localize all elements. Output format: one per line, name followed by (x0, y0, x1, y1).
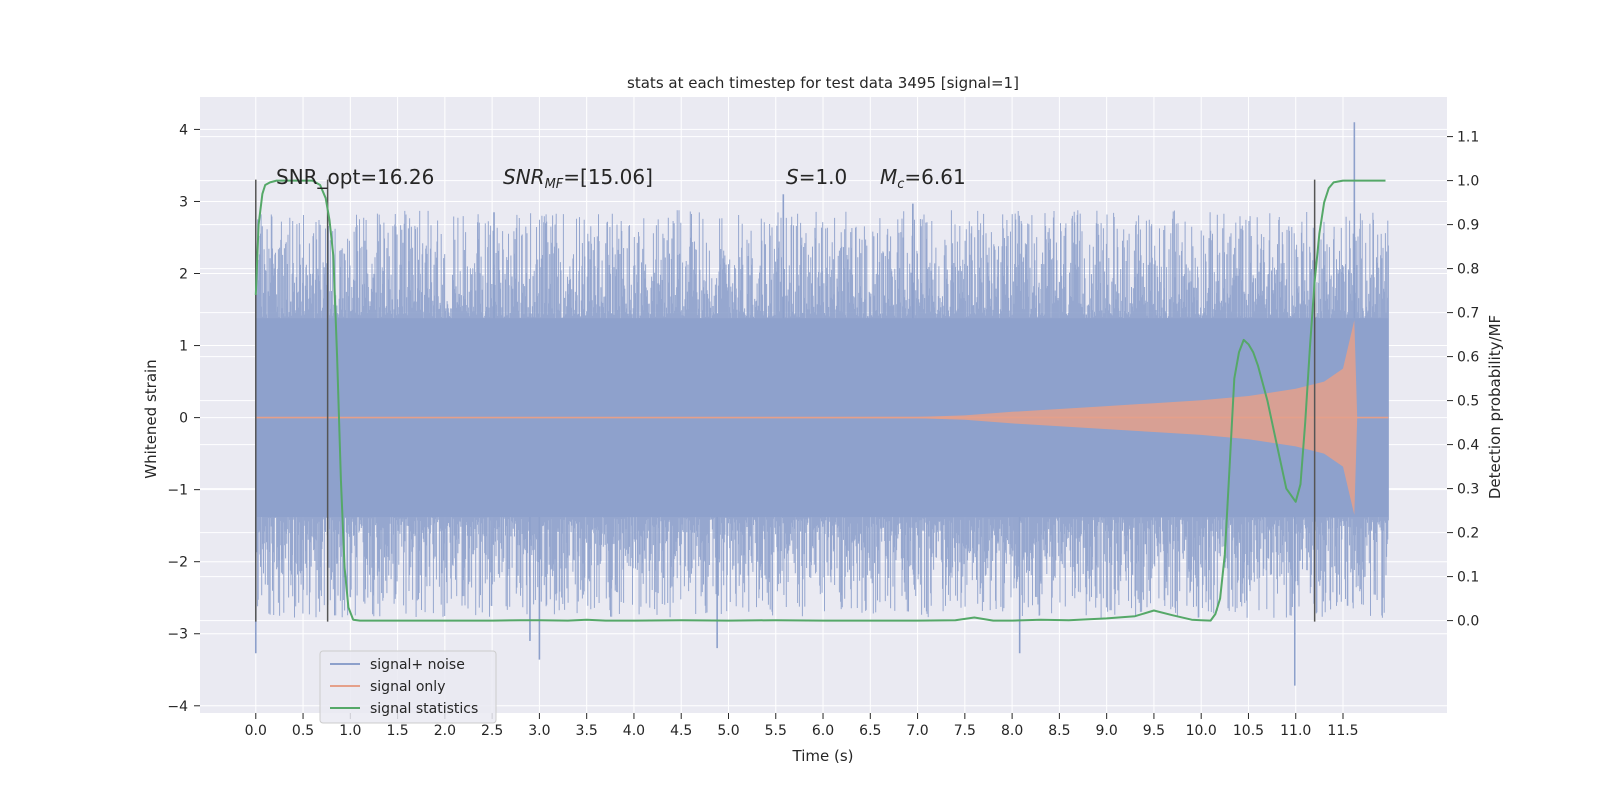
x-tick-label-23: 11.5 (1327, 723, 1358, 739)
signal-only-series (255, 320, 1389, 515)
yl-tick-label-5: 1 (179, 339, 188, 355)
yl-tick-label-3: −1 (167, 483, 188, 499)
annotation-snr-mf-symbol: SNR (503, 165, 545, 189)
x-axis-label: Time (s) (792, 747, 854, 765)
yr-tick-label-5: 0.5 (1457, 394, 1479, 410)
x-tick-label-7: 3.5 (576, 723, 598, 739)
yr-tick-label-3: 0.3 (1457, 482, 1479, 498)
x-tick-label-12: 6.0 (812, 723, 834, 739)
yl-tick-label-8: 4 (179, 122, 188, 138)
x-tick-label-15: 7.5 (954, 723, 976, 739)
annotation-mc: Mc=6.61 (880, 165, 966, 192)
x-tick-label-14: 7.0 (906, 723, 928, 739)
yr-tick-label-1: 0.1 (1457, 570, 1479, 586)
annotation-s: S=1.0 (786, 165, 847, 189)
x-tick-label-2: 1.0 (339, 723, 361, 739)
x-tick-label-19: 9.5 (1143, 723, 1165, 739)
annotation-snr-opt: SNR_opt=16.26 (276, 165, 434, 189)
annotation-snr-mf-value: =[15.06] (563, 165, 653, 189)
x-tick-label-20: 10.0 (1186, 723, 1217, 739)
x-tick-label-8: 4.0 (623, 723, 645, 739)
x-tick-label-22: 11.0 (1280, 723, 1311, 739)
yr-tick-label-6: 0.6 (1457, 350, 1479, 366)
yr-tick-label-7: 0.7 (1457, 306, 1479, 322)
annotation-s-value: =1.0 (799, 165, 848, 189)
x-tick-label-0: 0.0 (245, 723, 267, 739)
annotation-mc-symbol: M (880, 165, 897, 189)
yl-tick-label-0: −4 (167, 699, 188, 715)
signal-statistics-line (254, 179, 1386, 622)
legend-label-signal-noise: signal+ noise (370, 657, 465, 673)
yr-tick-label-10: 1.0 (1457, 174, 1479, 190)
x-tick-label-10: 5.0 (717, 723, 739, 739)
x-tick-label-11: 5.5 (765, 723, 787, 739)
vertical-markers (255, 179, 1316, 622)
x-tick-label-17: 8.5 (1048, 723, 1070, 739)
x-tick-label-1: 0.5 (292, 723, 314, 739)
annotation-snr-mf: SNRMF=[15.06] (503, 165, 653, 192)
yr-tick-label-2: 0.2 (1457, 526, 1479, 542)
legend-label-signal-only: signal only (370, 679, 445, 695)
x-tick-label-5: 2.5 (481, 723, 503, 739)
x-tick-label-13: 6.5 (859, 723, 881, 739)
legend-label-signal-statistics: signal statistics (370, 701, 478, 717)
legend-box (319, 650, 497, 724)
yl-tick-label-2: −2 (167, 555, 188, 571)
yr-tick-label-8: 0.8 (1457, 262, 1479, 278)
x-axis-ticks: 0.0 0.5 1.0 1.5 2.0 2.5 3.0 3.5 4.0 4.5 5.0 5.5 6.0 6… (245, 713, 1359, 739)
yr-tick-label-9: 0.9 (1457, 218, 1479, 234)
right-y-axis-ticks: 0.0 0.1 0.2 0.3 0.4 0.5 0.6 0.7 0.8 0.9 1.0 1.1 (1447, 130, 1479, 630)
x-tick-label-6: 3.0 (528, 723, 550, 739)
x-tick-label-4: 2.0 (434, 723, 456, 739)
x-tick-label-3: 1.5 (386, 723, 408, 739)
left-y-axis-ticks: −4 −3 −2 −1 0 1 2 3 4 (167, 122, 200, 715)
annotation-snr-mf-subscript: MF (545, 177, 564, 192)
x-tick-label-9: 4.5 (670, 723, 692, 739)
annotation-mc-value: =6.61 (904, 165, 965, 189)
yl-tick-label-7: 3 (179, 194, 188, 210)
x-tick-label-16: 8.0 (1001, 723, 1023, 739)
left-y-axis-label: Whitened strain (142, 359, 160, 478)
legend: signal+ noise signal only signal statist… (319, 650, 497, 724)
x-tick-label-21: 10.5 (1233, 723, 1264, 739)
yr-tick-label-4: 0.4 (1457, 438, 1479, 454)
annotation-s-symbol: S (786, 165, 799, 189)
yl-tick-label-4: 0 (179, 411, 188, 427)
x-tick-label-18: 9.0 (1096, 723, 1118, 739)
annotation-mc-subscript: c (897, 177, 904, 192)
yr-tick-label-0: 0.0 (1457, 614, 1479, 630)
signal-statistics-series (254, 179, 1386, 622)
chart-title: stats at each timestep for test data 349… (627, 74, 1019, 92)
yl-tick-label-1: −3 (167, 627, 188, 643)
yl-tick-label-6: 2 (179, 267, 188, 283)
right-y-axis-label: Detection probability/MF (1486, 315, 1504, 499)
yr-tick-label-11: 1.1 (1457, 130, 1479, 146)
